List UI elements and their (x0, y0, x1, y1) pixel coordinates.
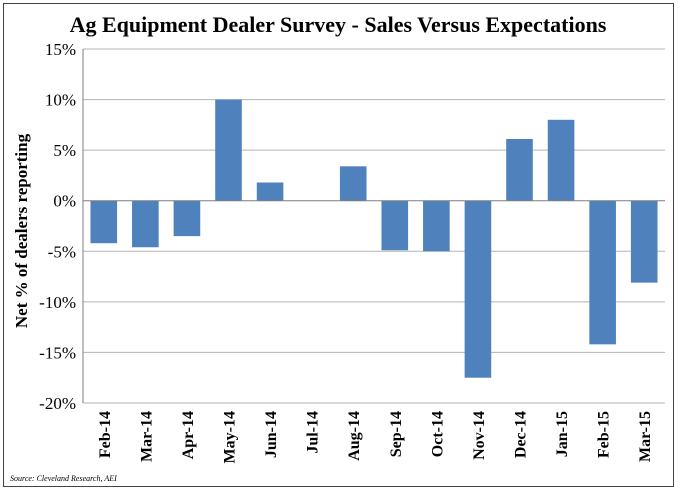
bars (90, 99, 658, 378)
x-tick-label: Jul-14 (305, 411, 322, 454)
bar-jun-14 (256, 182, 284, 201)
chart-title: Ag Equipment Dealer Survey - Sales Versu… (70, 12, 607, 37)
bar-jan-15 (547, 119, 575, 201)
x-tick-label: May-14 (222, 411, 239, 463)
x-tick-label: Feb-14 (97, 411, 114, 458)
bar-mar-14 (132, 200, 159, 248)
gridlines (83, 48, 665, 404)
x-tick-label: Apr-14 (180, 411, 197, 459)
bar-mar-15 (630, 200, 658, 283)
bar-dec-14 (506, 139, 533, 201)
y-tick-label: -20% (39, 394, 76, 413)
x-tick-label: Dec-14 (513, 411, 530, 458)
y-tick-label: -15% (39, 343, 76, 362)
x-tick-label: Sep-14 (388, 411, 405, 457)
bar-feb-14 (90, 200, 118, 244)
x-tick-label: Nov-14 (471, 411, 488, 460)
y-tick-label: -5% (48, 242, 76, 261)
x-tick-label: Oct-14 (429, 411, 446, 457)
x-tick-label: Feb-15 (596, 411, 613, 458)
bar-apr-14 (173, 200, 201, 237)
y-tick-label: 10% (45, 91, 76, 110)
bar-sep-14 (381, 200, 409, 251)
bar-nov-14 (464, 200, 492, 378)
x-tick-labels: Feb-14 Mar-14 Apr-14 May-14 Jun-14 Jul-14 Aug-… (97, 411, 654, 463)
chart-frame: Ag Equipment Dealer Survey - Sales Versu… (3, 3, 674, 487)
bar-feb-15 (589, 200, 616, 345)
source-note: Source: Cleveland Research, AEI (10, 474, 117, 483)
y-tick-labels: 15% 10% 5% 0% -5% -10% -15% -20% (39, 40, 76, 413)
y-tick-label: 5% (53, 141, 76, 160)
y-tick-label: 15% (45, 40, 76, 59)
y-tick-label: -10% (39, 293, 76, 312)
y-tick-label: 0% (53, 192, 76, 211)
x-tick-label: Jan-15 (554, 411, 571, 457)
bar-may-14 (215, 99, 242, 201)
bar-aug-14 (339, 166, 367, 201)
x-tick-label: Mar-15 (637, 411, 654, 462)
bar-oct-14 (423, 200, 450, 252)
x-tick-label: Mar-14 (138, 411, 155, 462)
bar-chart: Ag Equipment Dealer Survey - Sales Versu… (10, 12, 665, 483)
x-tick-label: Jun-14 (263, 411, 280, 458)
y-axis-label: Net % of dealers reporting (12, 133, 31, 328)
x-tick-label: Aug-14 (346, 411, 363, 461)
